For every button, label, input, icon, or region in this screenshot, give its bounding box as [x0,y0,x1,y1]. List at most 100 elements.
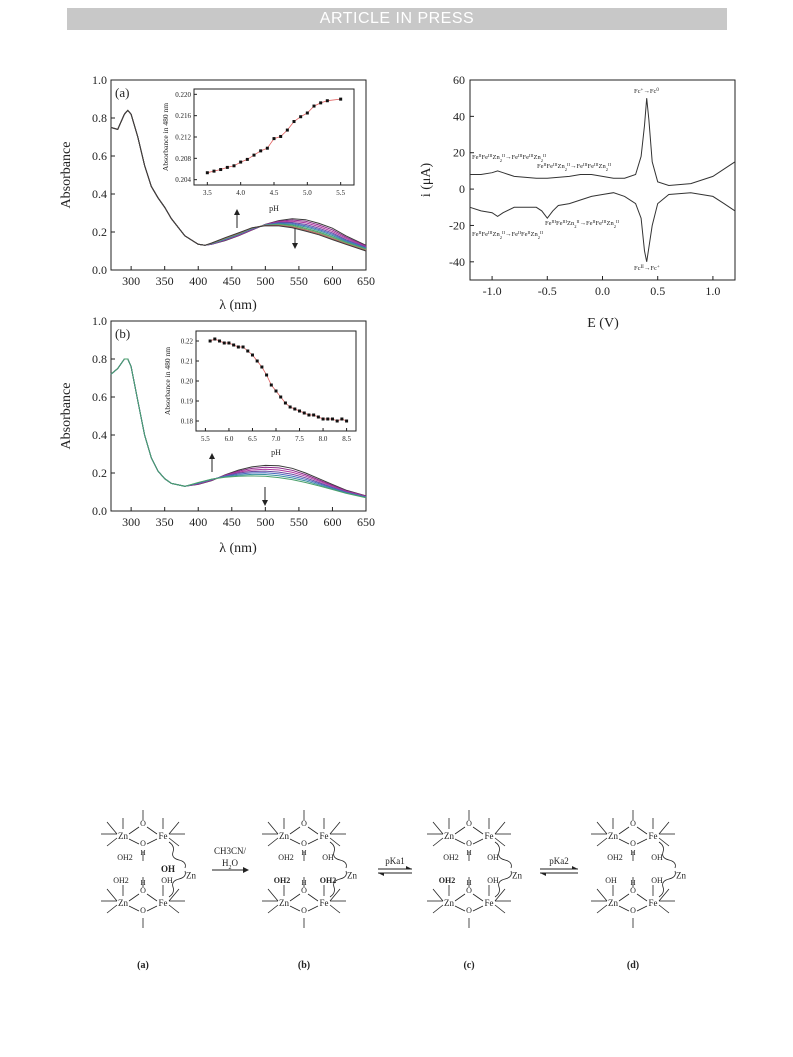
bond [329,821,341,835]
cv-x-label: E (V) [587,316,619,331]
inset-x-tick-label: 4.5 [270,189,279,197]
spectrum-a-y-label: Absorbance [59,142,74,209]
hydrogen-atom: H [630,849,635,857]
zinc-atom: Zn [608,831,618,841]
inset-y-tick-label: 0.204 [175,176,191,184]
inset-data-point [340,417,344,421]
zinc-atom: Zn [118,898,128,908]
cv-sweep [470,98,736,187]
inset-data-point [260,365,264,369]
bond [307,826,319,835]
bond [289,826,301,835]
bond [267,837,279,847]
spectrum-b-x-label: λ (nm) [219,541,257,556]
ligand-label: OH2 [320,876,336,885]
ligand-label: OH2 [443,853,459,862]
bond [168,904,180,914]
zinc-atom: Zn [118,831,128,841]
x-tick-label: 350 [156,515,174,529]
svg-text:FcII→Fc+: FcII→Fc+ [634,265,660,273]
cv-y-ticks: -40 -20 0 20 40 60 [449,73,474,269]
cv-y-tick-label: -40 [449,255,465,269]
linker [168,870,186,898]
x-tick-label: 600 [323,515,341,529]
svg-text:Fc+→Fc0: Fc+→Fc0 [634,88,659,96]
cv-x-ticks: -1.0 -0.5 0.0 0.5 1.0 [483,276,720,298]
oxygen-atom: O [140,886,146,895]
inset-data-point [208,339,212,343]
inset-data-point [255,359,259,363]
bond [168,821,180,835]
svg-text:FeIIFeIIIZn2II→FeIIIFeIIIZn2II: FeIIFeIIIZn2II→FeIIIFeIIIZn2II [537,162,611,172]
cv-annotation-fc-oxidation: Fc+→Fc0 [634,88,659,96]
zinc-linker-atom: Zn [186,871,196,881]
x-tick-label: 450 [223,515,241,529]
cv-annotation-lower-mid: FeIIIFeIIIZn2II→FeIIFeIIIZn2II [545,219,619,229]
bond [267,904,279,914]
cv-y-tick-label: 60 [453,73,465,87]
inset-data-point [316,415,320,419]
inset-data-point [259,149,263,153]
spectrum-b-down-arrow [262,487,268,506]
cv-annotation-upper-mid: FeIIFeIIIZn2II→FeIIIFeIIIZn2II [537,162,611,172]
spectrum-a-y-ticks: 0.0 0.2 0.4 0.6 0.8 1.0 [92,73,115,277]
bond [454,905,466,912]
inset-data-point [265,146,269,150]
spectrum-b-axes [110,320,367,512]
oxygen-atom: O [630,886,636,895]
y-tick-label: 0.0 [92,263,107,277]
hydrogen-atom: H [466,849,471,857]
zinc-atom: Zn [444,898,454,908]
inset-data-point [285,128,289,132]
inset-data-point [241,345,245,349]
ligand-label: OH2 [278,853,294,862]
x-tick-label: 500 [256,515,274,529]
x-tick-label: 300 [122,515,140,529]
inset-data-point [279,395,283,399]
svg-text:FeIIFeIIIZn2II→FeIIFeIIZn2II: FeIIFeIIIZn2II→FeIIFeIIZn2II [472,230,543,240]
bond [289,893,301,902]
inset-b-ticks: 0.18 0.19 0.20 0.21 0.22 5.5 6.0 6.5 7.0 7.5 8.0 8.… [181,338,352,444]
inset-a-y-label: Absorbance in 480 nm [161,103,170,171]
oxygen-atom: O [466,906,472,915]
bond [636,838,648,845]
cv-x-tick-label: -0.5 [538,284,557,298]
oxygen-atom: O [466,819,472,828]
bond [636,905,648,912]
scheme-label-d: (d) [627,960,639,971]
x-tick-label: 650 [357,274,375,288]
zinc-atom: Zn [608,898,618,908]
ligand-label: OH [322,853,334,862]
bond [146,905,158,912]
inset-data-point [232,343,236,347]
hydrogen-atom: H [301,849,306,857]
cv-annotation-lower-left: FeIIFeIIIZn2II→FeIIFeIIZn2II [472,230,543,240]
article-in-press-banner: ARTICLE IN PRESS [67,8,727,30]
bond [307,905,319,912]
inset-data-point [227,341,231,345]
cv-y-tick-label: 40 [453,109,465,123]
inset-data-point [219,168,223,172]
bond [329,904,341,914]
inset-data-point [252,153,256,157]
oxygen-atom: O [630,839,636,848]
bond [432,837,444,847]
iron-atom: Fe [649,898,658,908]
bond [472,838,484,845]
bond [106,888,118,902]
cv-x-tick-label: 0.5 [650,284,665,298]
iron-atom: Fe [320,831,329,841]
bond [329,837,341,847]
inset-data-point [212,169,216,173]
cv-y-tick-label: 20 [453,146,465,160]
x-tick-label: 450 [223,274,241,288]
bond [168,888,180,902]
inset-y-tick-label: 0.20 [181,378,194,386]
ligand-label: OH [161,876,173,885]
scheme-label-b: (b) [298,960,310,971]
inset-data-point [283,401,287,405]
linker [658,841,676,869]
x-tick-label: 300 [122,274,140,288]
